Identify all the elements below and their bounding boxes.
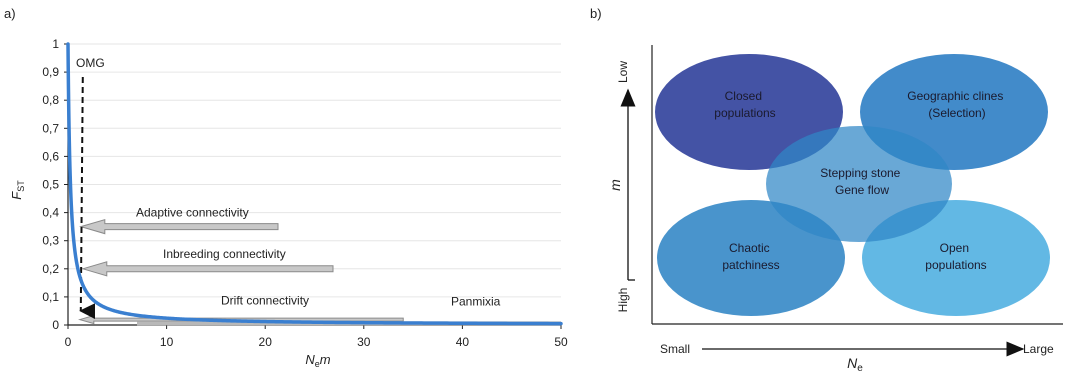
panel-a-label: a) [4, 6, 16, 21]
connectivity-arrows [78, 218, 561, 326]
inbreeding-connectivity-label: Inbreeding connectivity [163, 247, 286, 261]
y-axis-label: FST [9, 180, 26, 200]
fst-chart: a) 0 0,1 0,2 0,3 0,4 0,5 0,6 0,7 0,8 0,9 1 0 10 20 30… [4, 6, 568, 369]
fst-curve [66, 42, 563, 326]
adaptive-connectivity-label: Adaptive connectivity [136, 206, 249, 220]
geographic-clines-line-1: Geographic clines [907, 89, 1003, 103]
chaotic-patchiness-label: Chaotic patchiness [722, 241, 779, 272]
m-axis-label: m [607, 179, 623, 191]
y-tick-label: 0,7 [42, 121, 59, 135]
panmixia-label: Panmixia [451, 295, 501, 309]
stepping-stone-line-1: Stepping stone [820, 166, 900, 180]
geographic-clines-line-2: (Selection) [928, 106, 985, 120]
y-tick-label: 0,3 [42, 234, 59, 248]
adaptive-connectivity-arrow [79, 218, 279, 235]
y-tick-label: 0,8 [42, 93, 59, 107]
x-axis-label-tail: m [320, 352, 331, 367]
y-tick-label: 0,1 [42, 290, 59, 304]
x-tick-label: 50 [554, 335, 568, 349]
chaotic-patchiness-line-1: Chaotic [729, 241, 770, 255]
omg-dashed-arrow [79, 76, 96, 320]
stepping-stone-label: Stepping stone Gene flow [820, 166, 903, 197]
y-tick-label: 0,4 [42, 206, 59, 220]
closed-populations-region [655, 54, 843, 170]
x-tick-label: 10 [160, 335, 174, 349]
omg-label: OMG [76, 56, 105, 70]
y-tick-label: 0,2 [42, 262, 59, 276]
closed-populations-line-2: populations [714, 106, 775, 120]
ne-axis-large-label: Large [1023, 342, 1054, 356]
panel-b-label: b) [590, 6, 602, 21]
y-tick-labels: 0 0,1 0,2 0,3 0,4 0,5 0,6 0,7 0,8 0,9 1 [42, 37, 59, 332]
x-tick-labels: 0 10 20 30 40 50 [65, 335, 568, 349]
x-tick-label: 30 [357, 335, 371, 349]
open-populations-label: Open populations [925, 241, 986, 272]
x-axis-label: Nem [305, 352, 330, 369]
y-tick-label: 0,6 [42, 149, 59, 163]
y-tick-label: 0 [52, 318, 59, 332]
axes [64, 43, 562, 329]
m-axis-high-label: High [616, 288, 630, 313]
geographic-clines-label: Geographic clines (Selection) [907, 89, 1006, 120]
open-populations-line-1: Open [940, 241, 969, 255]
y-axis-label-sub: ST [16, 180, 26, 192]
y-axis-label-main: F [9, 191, 24, 200]
stepping-stone-line-2: Gene flow [835, 183, 889, 197]
open-populations-line-2: populations [925, 258, 986, 272]
ne-axis-label-main: N [847, 355, 858, 371]
y-tick-label: 0,5 [42, 178, 59, 192]
ne-axis-label: Ne [847, 355, 863, 374]
x-axis-label-sub: e [315, 359, 320, 369]
ne-axis-label-sub: e [857, 363, 863, 374]
y-tick-label: 0,9 [42, 65, 59, 79]
ne-axis-small-label: Small [660, 342, 690, 356]
drift-connectivity-label: Drift connectivity [221, 294, 309, 308]
chaotic-patchiness-region [657, 200, 845, 316]
y-tick-label: 1 [52, 37, 59, 51]
closed-populations-label: Closed populations [714, 89, 775, 120]
x-tick-label: 40 [456, 335, 470, 349]
closed-populations-line-1: Closed [725, 89, 762, 103]
x-axis-label-main: N [305, 352, 315, 367]
population-structure-diagram: b) Closed populations Geographic clines … [590, 6, 1063, 374]
x-tick-label: 0 [65, 335, 72, 349]
x-tick-label: 20 [259, 335, 273, 349]
stepping-stone-region [766, 126, 952, 242]
m-axis-low-label: Low [616, 61, 630, 83]
chaotic-patchiness-line-2: patchiness [722, 258, 779, 272]
y-grid [68, 43, 561, 298]
inbreeding-connectivity-arrow [81, 261, 334, 277]
